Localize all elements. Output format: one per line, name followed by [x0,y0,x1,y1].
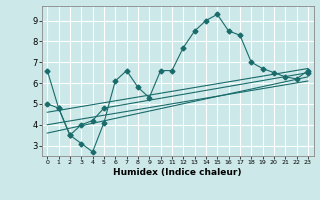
X-axis label: Humidex (Indice chaleur): Humidex (Indice chaleur) [113,168,242,177]
